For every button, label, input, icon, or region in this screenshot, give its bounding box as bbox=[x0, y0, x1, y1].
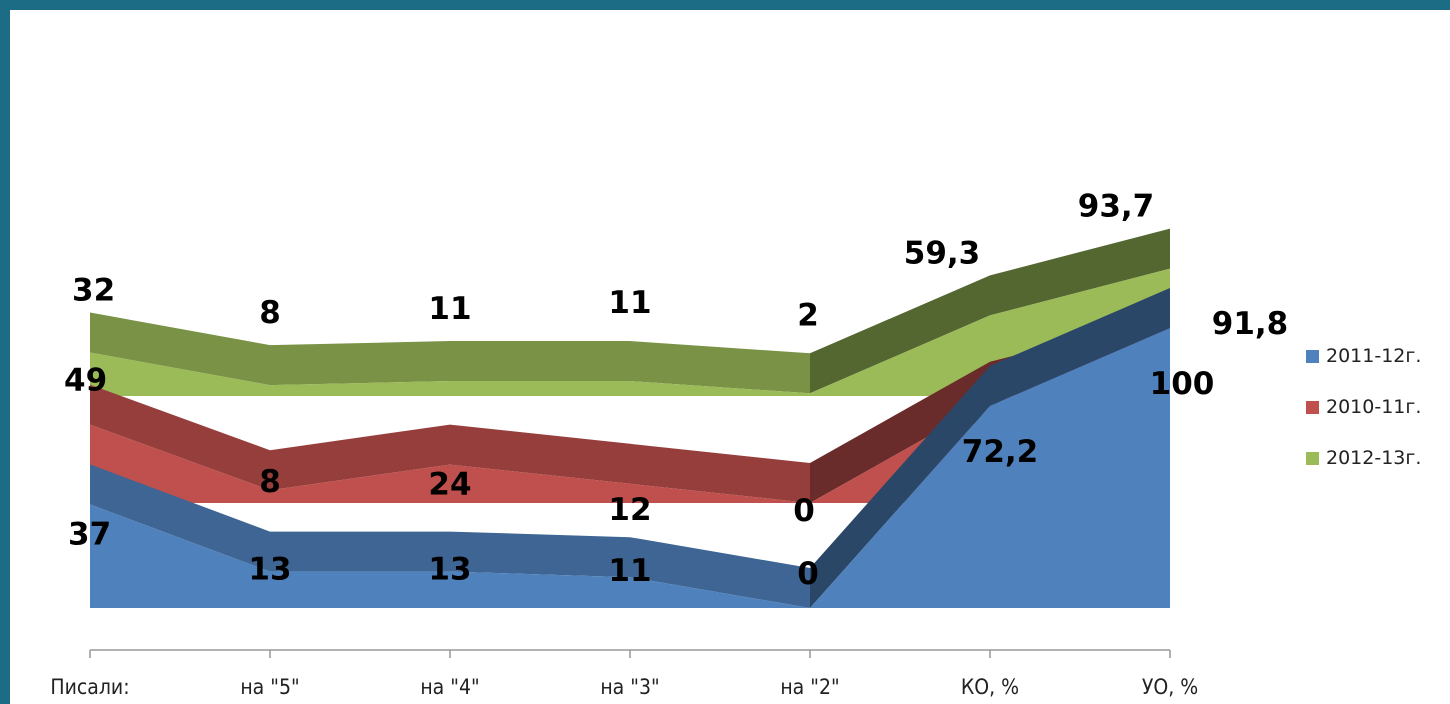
legend-swatch-2012-13 bbox=[1306, 451, 1319, 465]
legend-swatch-2010-11 bbox=[1306, 400, 1319, 414]
area-top-face-green-2 bbox=[450, 341, 630, 382]
area-front-face-blue bbox=[90, 328, 1170, 608]
area-top-face-red-3 bbox=[630, 443, 810, 503]
data-label-green-3: 11 bbox=[608, 285, 651, 321]
area-chart: 3281111259,393,74982412063,391,837131311… bbox=[50, 189, 1289, 699]
area-top-face-green-3 bbox=[630, 341, 810, 394]
area-top-face-green-5 bbox=[990, 228, 1170, 316]
legend-swatch-2011-12 bbox=[1306, 349, 1319, 363]
data-label-green-0: 32 bbox=[72, 272, 115, 308]
data-label-blue-1: 13 bbox=[248, 552, 291, 588]
data-label-red-3: 12 bbox=[608, 492, 651, 528]
area-top-face-blue-0 bbox=[90, 464, 270, 572]
data-label-red-4: 0 bbox=[793, 493, 815, 529]
data-label-red-0: 49 bbox=[64, 363, 107, 399]
data-label-green-5: 59,3 bbox=[904, 235, 981, 271]
data-label-red-2: 24 bbox=[428, 467, 471, 503]
area-front-face-green bbox=[90, 268, 1170, 396]
area-top-face-red-0 bbox=[90, 384, 270, 491]
legend-item-2010-11: 2010-11г. bbox=[1306, 394, 1450, 420]
legend-label-2010-11: 2010-11г. bbox=[1326, 396, 1422, 418]
x-tick-label-4: на "2" bbox=[780, 675, 839, 699]
area-top-face-blue-5 bbox=[990, 288, 1170, 406]
data-label-blue-6: 100 bbox=[1150, 366, 1215, 402]
data-label-red-6: 91,8 bbox=[1212, 306, 1289, 342]
area-top-face-red-4 bbox=[810, 361, 990, 503]
data-label-blue-0: 37 bbox=[68, 516, 111, 552]
area-top-face-red-1 bbox=[270, 424, 450, 491]
x-tick-label-0: Писали: bbox=[50, 675, 129, 699]
area-top-face-blue-2 bbox=[450, 531, 630, 578]
area-top-face-red-2 bbox=[450, 424, 630, 484]
legend-label-2012-13: 2012-13г. bbox=[1326, 447, 1422, 469]
data-label-green-2: 11 bbox=[428, 291, 471, 327]
data-label-blue-3: 11 bbox=[608, 553, 651, 589]
area-top-face-blue-4 bbox=[810, 365, 990, 608]
data-label-green-4: 2 bbox=[797, 297, 819, 333]
area-front-face-red bbox=[90, 356, 1170, 503]
data-label-blue-4: 0 bbox=[797, 556, 819, 592]
chart-legend: 2011-12г. 2010-11г. 2012-13г. bbox=[1306, 343, 1450, 496]
x-tick-label-2: на "4" bbox=[420, 675, 479, 699]
chart-frame: 3281111259,393,74982412063,391,837131311… bbox=[10, 10, 1450, 704]
legend-item-2012-13: 2012-13г. bbox=[1306, 445, 1450, 471]
area-top-face-green-0 bbox=[90, 312, 270, 386]
area-top-face-blue-1 bbox=[270, 531, 450, 572]
legend-item-2011-12: 2011-12г. bbox=[1306, 343, 1450, 369]
data-label-blue-5: 72,2 bbox=[962, 434, 1039, 470]
data-label-green-1: 8 bbox=[259, 295, 281, 331]
data-label-green-6: 93,7 bbox=[1078, 189, 1155, 225]
area-top-face-green-1 bbox=[270, 341, 450, 386]
area-top-face-green-4 bbox=[810, 275, 990, 394]
data-label-blue-2: 13 bbox=[428, 552, 471, 588]
x-tick-label-3: на "3" bbox=[600, 675, 659, 699]
x-tick-label-1: на "5" bbox=[240, 675, 299, 699]
legend-label-2011-12: 2011-12г. bbox=[1326, 345, 1422, 367]
x-tick-label-5: КО, % bbox=[961, 675, 1019, 699]
data-label-red-1: 8 bbox=[259, 464, 281, 500]
area-top-face-blue-3 bbox=[630, 537, 810, 608]
x-tick-label-6: УО, % bbox=[1142, 675, 1198, 699]
